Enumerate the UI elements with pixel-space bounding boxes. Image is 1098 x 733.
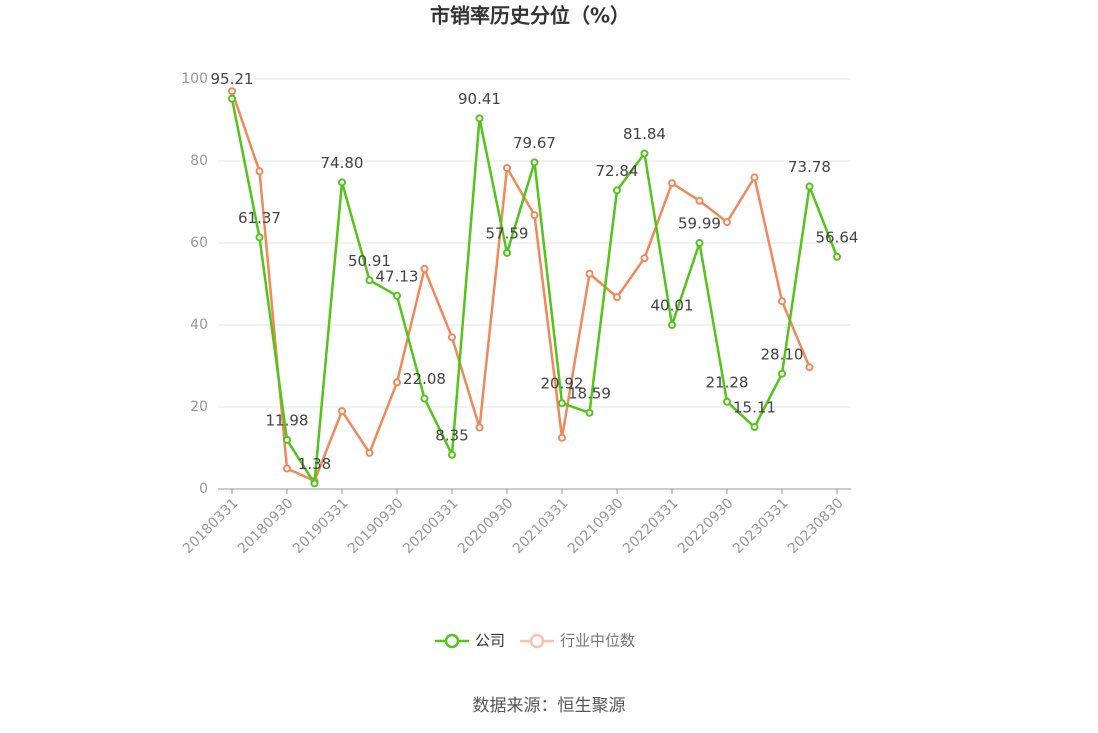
- x-tick-label: 20220331: [620, 495, 682, 557]
- data-label: 79.67: [513, 134, 556, 152]
- data-label: 47.13: [376, 267, 419, 285]
- chart-title: 市销率历史分位（%）: [430, 4, 630, 28]
- data-label: 81.84: [623, 125, 666, 143]
- legend-label: 公司: [475, 632, 505, 650]
- point: [750, 173, 759, 182]
- point: [448, 333, 456, 342]
- legend-label: 行业中位数: [560, 632, 635, 650]
- x-tick-label: 20190930: [345, 495, 407, 557]
- data-label: 21.28: [706, 373, 749, 391]
- point: [338, 178, 346, 187]
- point: [833, 252, 841, 261]
- point: [723, 397, 731, 406]
- data-label: 15.11: [733, 399, 776, 417]
- x-tick-label: 20180331: [180, 495, 242, 557]
- point: [393, 378, 401, 387]
- point: [255, 167, 264, 176]
- x-tick-label: 20220930: [675, 495, 737, 557]
- point: [228, 94, 236, 103]
- point: [365, 276, 374, 285]
- y-tick-label: 80: [190, 153, 208, 169]
- point: [255, 233, 264, 242]
- data-label: 56.64: [816, 228, 859, 246]
- point: [310, 479, 319, 488]
- point: [613, 293, 621, 302]
- point: [503, 163, 511, 172]
- point: [640, 149, 649, 158]
- point: [558, 399, 566, 408]
- point: [420, 394, 429, 403]
- data-label: 18.59: [568, 384, 611, 402]
- data-label: 8.35: [435, 426, 468, 444]
- data-label: 28.10: [761, 345, 804, 363]
- point: [558, 433, 566, 442]
- data-label: 22.08: [403, 370, 446, 388]
- x-tick-label: 20210331: [510, 495, 572, 557]
- legend-marker: [444, 633, 460, 649]
- point: [805, 363, 814, 372]
- x-tick-label: 20190331: [290, 495, 352, 557]
- point: [805, 182, 814, 191]
- point: [420, 264, 429, 273]
- x-tick-label: 20200331: [400, 495, 462, 557]
- point: [530, 158, 539, 167]
- series-line: [230, 90, 811, 483]
- source: 数据来源：恒生聚源: [473, 696, 626, 716]
- point: [613, 186, 621, 195]
- point: [283, 464, 291, 473]
- point: [503, 248, 511, 257]
- point: [723, 218, 731, 227]
- y-tick-label: 40: [190, 317, 208, 333]
- y-tick-label: 0: [199, 481, 208, 497]
- y-tick-label: 20: [190, 399, 208, 415]
- data-label: 72.84: [596, 162, 639, 180]
- x-tick-label: 20200930: [455, 495, 517, 557]
- point: [365, 448, 374, 457]
- point: [475, 114, 484, 123]
- data-label: 11.98: [266, 411, 309, 429]
- x-tick-label: 20210930: [565, 495, 627, 557]
- point: [668, 320, 676, 329]
- point: [475, 423, 484, 432]
- x-tick-label: 20230331: [730, 495, 792, 557]
- data-label: 50.91: [348, 252, 391, 270]
- data-label: 20.92: [541, 375, 584, 393]
- legend-item: [435, 633, 469, 649]
- data-label: 90.41: [458, 90, 501, 108]
- legend-item: [520, 633, 554, 649]
- data-label: 1.38: [298, 455, 331, 473]
- point: [228, 87, 236, 96]
- point: [640, 254, 649, 263]
- data-label: 95.21: [211, 70, 254, 88]
- x-tick-label: 20180930: [235, 495, 297, 557]
- point: [668, 179, 676, 188]
- data-label: 61.37: [238, 209, 281, 227]
- point: [778, 297, 786, 306]
- point: [695, 239, 704, 248]
- data-label: 40.01: [651, 296, 694, 314]
- y-tick-label: 100: [181, 71, 208, 87]
- point: [338, 407, 346, 416]
- data-label: 59.99: [678, 215, 721, 233]
- point: [695, 196, 704, 205]
- point: [448, 450, 456, 459]
- point: [750, 423, 759, 432]
- point: [778, 369, 786, 378]
- data-label: 73.78: [788, 158, 831, 176]
- data-label: 74.80: [321, 154, 364, 172]
- point: [283, 435, 291, 444]
- data-label: 57.59: [486, 224, 529, 242]
- point: [585, 408, 594, 417]
- x-tick-label: 20230830: [785, 495, 847, 557]
- point: [393, 291, 401, 300]
- point: [530, 211, 539, 220]
- y-tick-label: 60: [190, 235, 208, 251]
- legend-marker: [529, 633, 545, 649]
- point: [585, 269, 594, 278]
